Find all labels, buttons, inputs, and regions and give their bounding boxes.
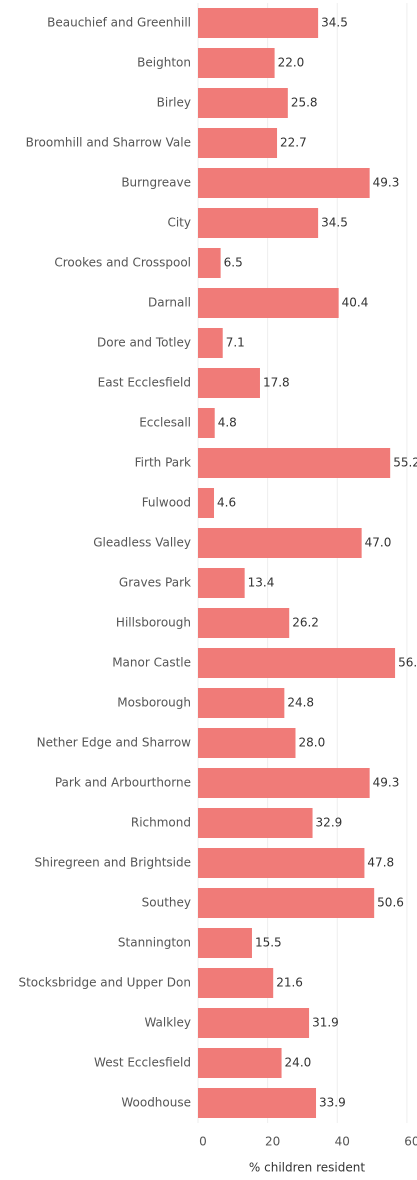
x-tick-label: 60 xyxy=(404,1135,417,1149)
value-label: 32.9 xyxy=(316,816,343,830)
value-label: 34.5 xyxy=(321,16,348,30)
bar xyxy=(198,728,296,758)
value-label: 21.6 xyxy=(276,976,303,990)
y-tick-label: Beighton xyxy=(137,56,191,70)
value-label: 17.8 xyxy=(263,376,290,390)
bar xyxy=(198,488,215,518)
y-tick-label: Burngreave xyxy=(121,176,191,190)
y-tick-label: Nether Edge and Sharrow xyxy=(37,736,192,750)
y-tick-label: Southey xyxy=(142,896,191,910)
value-label: 33.9 xyxy=(319,1096,346,1110)
x-axis-title: % children resident xyxy=(249,1161,365,1175)
y-tick-label: City xyxy=(167,216,191,230)
bar xyxy=(198,208,319,238)
bar xyxy=(198,48,275,78)
y-tick-label: Hillsborough xyxy=(116,616,191,630)
value-label: 50.6 xyxy=(377,896,404,910)
value-label: 22.7 xyxy=(280,136,307,150)
y-tick-label: Darnall xyxy=(148,296,191,310)
value-label: 13.4 xyxy=(248,576,275,590)
value-label: 22.0 xyxy=(278,56,305,70)
value-label: 55.2 xyxy=(393,456,417,470)
y-tick-label: Birley xyxy=(157,96,191,110)
value-label: 26.2 xyxy=(292,616,319,630)
value-label: 40.4 xyxy=(342,296,369,310)
bar xyxy=(198,368,260,398)
bar xyxy=(198,248,221,278)
y-tick-label: Beauchief and Greenhill xyxy=(47,16,191,30)
bar xyxy=(198,1048,282,1078)
value-label: 25.8 xyxy=(291,96,318,110)
y-tick-label: Ecclesall xyxy=(139,416,191,430)
y-tick-label: West Ecclesfield xyxy=(94,1056,191,1070)
bar xyxy=(198,608,290,638)
value-label: 7.1 xyxy=(226,336,245,350)
y-tick-label: Graves Park xyxy=(119,576,191,590)
y-tick-label: Walkley xyxy=(144,1016,191,1030)
bar xyxy=(198,688,285,718)
y-tick-label: Stocksbridge and Upper Don xyxy=(18,976,191,990)
y-tick-label: Crookes and Crosspool xyxy=(54,256,191,270)
value-label: 28.0 xyxy=(298,736,325,750)
y-tick-label: Woodhouse xyxy=(121,1096,191,1110)
bar xyxy=(198,528,362,558)
y-tick-label: Mosborough xyxy=(117,696,191,710)
bar xyxy=(198,1008,310,1038)
value-label: 47.8 xyxy=(367,856,394,870)
y-tick-label: Fulwood xyxy=(142,496,191,510)
y-tick-label: Stannington xyxy=(118,936,191,950)
bar xyxy=(198,88,288,118)
y-tick-label: Gleadless Valley xyxy=(93,536,191,550)
value-label: 6.5 xyxy=(224,256,243,270)
bar xyxy=(198,1088,317,1118)
bar xyxy=(198,648,396,678)
value-label: 4.8 xyxy=(218,416,237,430)
value-label: 49.3 xyxy=(373,176,400,190)
x-tick-label: 20 xyxy=(265,1135,280,1149)
y-tick-label: Richmond xyxy=(131,816,191,830)
bar xyxy=(198,128,278,158)
value-label: 24.0 xyxy=(285,1056,312,1070)
bar xyxy=(198,8,319,38)
bar xyxy=(198,808,313,838)
y-tick-label: Park and Arbourthorne xyxy=(55,776,191,790)
bar xyxy=(198,568,245,598)
bar xyxy=(198,768,370,798)
value-label: 47.0 xyxy=(365,536,392,550)
value-label: 56.6 xyxy=(398,656,417,670)
value-label: 34.5 xyxy=(321,216,348,230)
bar xyxy=(198,888,375,918)
bar xyxy=(198,928,252,958)
bar xyxy=(198,968,274,998)
bar xyxy=(198,848,365,878)
bar xyxy=(198,288,339,318)
y-tick-label: Shiregreen and Brightside xyxy=(35,856,192,870)
bar xyxy=(198,328,223,358)
value-label: 24.8 xyxy=(287,696,314,710)
x-tick-label: 40 xyxy=(335,1135,350,1149)
bar xyxy=(198,448,391,478)
value-label: 49.3 xyxy=(373,776,400,790)
value-label: 4.6 xyxy=(217,496,236,510)
bar xyxy=(198,168,370,198)
bar xyxy=(198,408,215,438)
y-tick-label: Manor Castle xyxy=(112,656,191,670)
y-tick-label: East Ecclesfield xyxy=(98,376,191,390)
y-tick-label: Dore and Totley xyxy=(97,336,191,350)
y-tick-label: Broomhill and Sharrow Vale xyxy=(26,136,191,150)
y-tick-label: Firth Park xyxy=(135,456,191,470)
value-label: 15.5 xyxy=(255,936,282,950)
x-tick-label: 0 xyxy=(199,1135,207,1149)
value-label: 31.9 xyxy=(312,1016,339,1030)
